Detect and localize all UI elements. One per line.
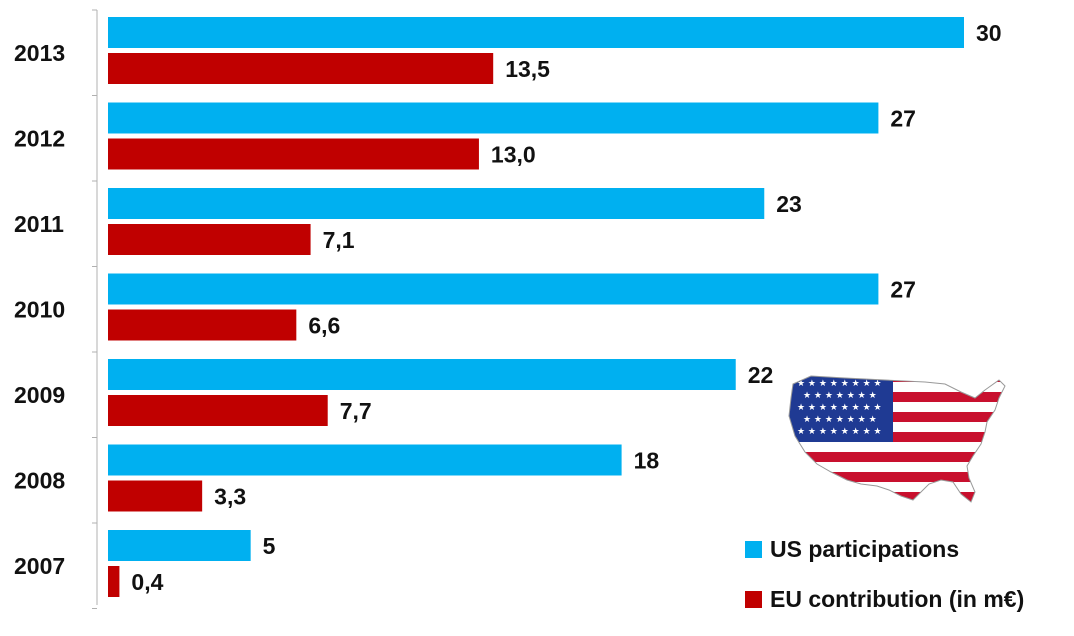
bar-us-participations bbox=[108, 188, 765, 219]
bar-eu-contribution bbox=[108, 395, 328, 426]
bar-chart: 30 13,5 27 13,0 23 7,1 27 6,6 22 7,7 18 3,3 5 0,4 201… bbox=[14, 9, 1002, 609]
data-label-eu: 7,7 bbox=[340, 398, 372, 424]
data-label-us: 5 bbox=[263, 533, 276, 559]
bar-eu-contribution bbox=[108, 53, 494, 84]
data-label-eu: 13,0 bbox=[491, 142, 536, 168]
category-ticks bbox=[92, 9, 97, 609]
data-label-us: 27 bbox=[890, 277, 916, 303]
legend-swatch-us bbox=[745, 541, 762, 558]
data-label-eu: 6,6 bbox=[308, 313, 340, 339]
legend-swatch-eu bbox=[745, 591, 762, 608]
category-label: 2007 bbox=[14, 553, 65, 579]
bar-us-participations bbox=[108, 444, 622, 476]
data-label-us: 22 bbox=[748, 362, 774, 388]
category-label: 2013 bbox=[14, 40, 65, 66]
bar-us-participations bbox=[108, 530, 251, 561]
category-label: 2008 bbox=[14, 467, 65, 493]
legend-item-us: US participations bbox=[745, 536, 1024, 563]
bar-eu-contribution bbox=[108, 480, 203, 512]
category-labels: 2013 2012 2011 2010 2009 2008 2007 bbox=[14, 40, 65, 579]
category-label: 2010 bbox=[14, 296, 65, 322]
legend-item-eu: EU contribution (in m€) bbox=[745, 586, 1024, 613]
bar-us-participations bbox=[108, 17, 964, 48]
legend: US participations EU contribution (in m€… bbox=[745, 536, 1024, 636]
bar-eu-contribution bbox=[108, 309, 297, 341]
bar-eu-contribution bbox=[108, 138, 479, 170]
category-label: 2009 bbox=[14, 382, 65, 408]
usa-flag-map-icon: ★ ★ ★ ★ ★ ★ ★ ★ ★ ★ ★ ★ ★ ★ ★ ★ ★ ★ ★ ★ … bbox=[788, 375, 1006, 503]
legend-label-us: US participations bbox=[770, 536, 960, 562]
data-label-eu: 0,4 bbox=[131, 569, 163, 595]
data-label-us: 27 bbox=[890, 106, 916, 132]
svg-text:★ ★ ★ ★ ★ ★ ★: ★ ★ ★ ★ ★ ★ ★ bbox=[803, 415, 877, 425]
bar-us-participations bbox=[108, 273, 879, 305]
bar-eu-contribution bbox=[108, 566, 120, 597]
data-labels: 30 13,5 27 13,0 23 7,1 27 6,6 22 7,7 18 3,3 5 0,4 bbox=[131, 20, 1001, 595]
category-label: 2012 bbox=[14, 125, 65, 151]
bar-us-participations bbox=[108, 359, 736, 390]
category-label: 2011 bbox=[14, 211, 64, 237]
svg-text:★ ★ ★ ★ ★ ★ ★ ★: ★ ★ ★ ★ ★ ★ ★ ★ bbox=[797, 403, 882, 413]
svg-text:★ ★ ★ ★ ★ ★ ★ ★: ★ ★ ★ ★ ★ ★ ★ ★ bbox=[797, 427, 882, 437]
data-label-eu: 7,1 bbox=[323, 227, 355, 253]
svg-text:★ ★ ★ ★ ★ ★ ★ ★: ★ ★ ★ ★ ★ ★ ★ ★ bbox=[797, 379, 882, 389]
data-label-us: 23 bbox=[776, 191, 802, 217]
data-label-us: 30 bbox=[976, 20, 1002, 46]
bar-eu-contribution bbox=[108, 224, 311, 255]
data-label-eu: 3,3 bbox=[214, 484, 246, 510]
data-label-eu: 13,5 bbox=[505, 56, 550, 82]
data-label-us: 18 bbox=[634, 448, 660, 474]
legend-label-eu: EU contribution (in m€) bbox=[770, 586, 1025, 612]
bar-us-participations bbox=[108, 102, 879, 134]
bars bbox=[108, 17, 964, 597]
svg-text:★ ★ ★ ★ ★ ★ ★: ★ ★ ★ ★ ★ ★ ★ bbox=[803, 391, 877, 401]
